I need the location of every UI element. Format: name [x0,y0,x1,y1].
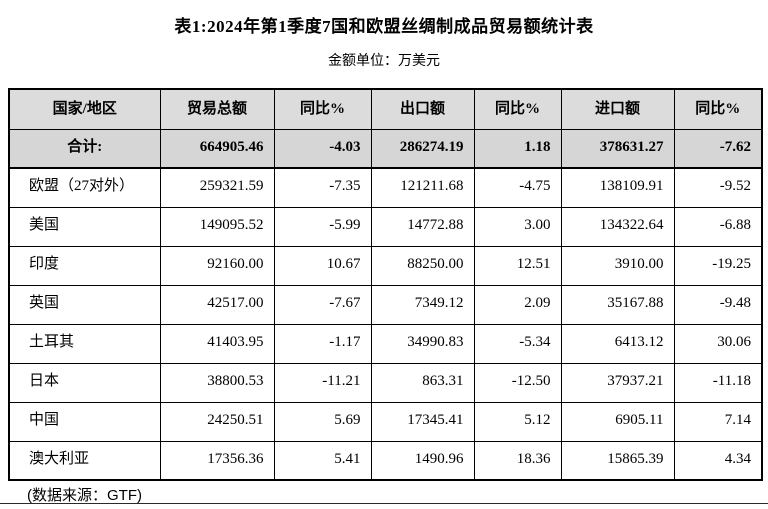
table-cell: -11.21 [273,362,372,403]
table-cell: 30.06 [673,323,763,364]
table-cell: 6905.11 [560,401,675,442]
table-cell: -5.99 [273,206,372,247]
unit-note: 金额单位：万美元 [328,52,440,68]
table-row-usa: 美国 149095.52 -5.99 14772.88 3.00 134322.… [8,206,763,247]
table-row-turkey: 土耳其 41403.95 -1.17 34990.83 -5.34 6413.1… [8,323,763,364]
table-cell: 35167.88 [560,284,675,325]
table-cell: -9.48 [673,284,763,325]
header-row: 国家/地区 贸易总额 同比% 出口额 同比% 进口额 同比% [8,88,763,130]
table-cell: 5.41 [273,440,372,481]
table-cell: 18.36 [473,440,562,481]
table-cell: 34990.83 [370,323,475,364]
column-header-region: 国家/地区 [8,88,161,130]
table-cell: -4.75 [473,167,562,208]
table-cell: 4.34 [673,440,763,481]
table-cell: 5.12 [473,401,562,442]
table-cell: 14772.88 [370,206,475,247]
table-cell: 10.67 [273,245,372,286]
total-row: 合计: 664905.46 -4.03 286274.19 1.18 37863… [8,128,763,169]
table-cell: 134322.64 [560,206,675,247]
table-cell: 24250.51 [159,401,275,442]
column-header-exports: 出口额 [370,88,475,130]
table-cell: -9.52 [673,167,763,208]
trade-statistics-table: 国家/地区 贸易总额 同比% 出口额 同比% 进口额 同比% 合计: 66490… [8,88,763,481]
table-cell: 17345.41 [370,401,475,442]
table-cell: 37937.21 [560,362,675,403]
data-source-note: (数据来源：GTF) [27,487,142,504]
row-label: 中国 [8,401,161,442]
table-cell: -5.34 [473,323,562,364]
table-cell: 138109.91 [560,167,675,208]
table-cell: 2.09 [473,284,562,325]
table-cell: 3910.00 [560,245,675,286]
table-cell: 149095.52 [159,206,275,247]
table-row-india: 印度 92160.00 10.67 88250.00 12.51 3910.00… [8,245,763,286]
table-cell: 7349.12 [370,284,475,325]
column-header-yoy-3: 同比% [673,88,763,130]
table-cell: -12.50 [473,362,562,403]
table-cell: 6413.12 [560,323,675,364]
table-cell: 15865.39 [560,440,675,481]
table-cell: 17356.36 [159,440,275,481]
table-cell: 12.51 [473,245,562,286]
row-label: 印度 [8,245,161,286]
table-cell: -7.62 [673,128,763,169]
table-cell: 1.18 [473,128,562,169]
table-cell: 42517.00 [159,284,275,325]
column-header-yoy-2: 同比% [473,88,562,130]
table-row-eu: 欧盟（27对外） 259321.59 -7.35 121211.68 -4.75… [8,167,763,208]
table-cell: 92160.00 [159,245,275,286]
column-header-yoy-1: 同比% [273,88,372,130]
bottom-rule [0,503,768,504]
table-cell: 378631.27 [560,128,675,169]
table-cell: -11.18 [673,362,763,403]
table-cell: 88250.00 [370,245,475,286]
table-cell: 259321.59 [159,167,275,208]
table-cell: 5.69 [273,401,372,442]
row-label: 澳大利亚 [8,440,161,481]
table-cell: -19.25 [673,245,763,286]
table-cell: 286274.19 [370,128,475,169]
table-row-china: 中国 24250.51 5.69 17345.41 5.12 6905.11 7… [8,401,763,442]
row-label: 欧盟（27对外） [8,167,161,208]
row-label: 合计: [8,128,161,169]
column-header-imports: 进口额 [560,88,675,130]
table-cell: 3.00 [473,206,562,247]
table-cell: -4.03 [273,128,372,169]
table-cell: -7.67 [273,284,372,325]
table-cell: 664905.46 [159,128,275,169]
table-row-australia: 澳大利亚 17356.36 5.41 1490.96 18.36 15865.3… [8,440,763,481]
table-cell: 38800.53 [159,362,275,403]
column-header-total-trade: 贸易总额 [159,88,275,130]
table-cell: 863.31 [370,362,475,403]
table-cell: -1.17 [273,323,372,364]
table-cell: 121211.68 [370,167,475,208]
table-cell: 41403.95 [159,323,275,364]
table-row-japan: 日本 38800.53 -11.21 863.31 -12.50 37937.2… [8,362,763,403]
table-cell: -7.35 [273,167,372,208]
row-label: 日本 [8,362,161,403]
table-cell: -6.88 [673,206,763,247]
table-row-uk: 英国 42517.00 -7.67 7349.12 2.09 35167.88 … [8,284,763,325]
table-cell: 7.14 [673,401,763,442]
table-cell: 1490.96 [370,440,475,481]
row-label: 英国 [8,284,161,325]
page-title: 表1:2024年第1季度7国和欧盟丝绸制成品贸易额统计表 [174,17,594,36]
row-label: 美国 [8,206,161,247]
row-label: 土耳其 [8,323,161,364]
